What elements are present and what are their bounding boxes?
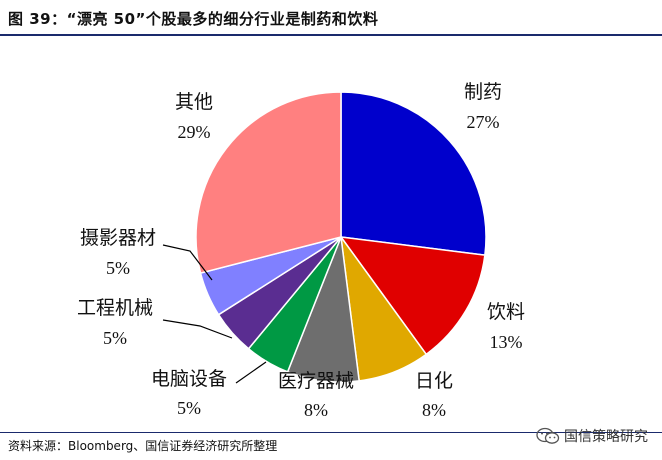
slice-label: 制药 xyxy=(464,81,502,103)
pie-slice xyxy=(195,91,342,274)
slice-percent-label: 13% xyxy=(490,332,523,352)
wechat-icon xyxy=(536,427,560,445)
slice-label: 工程机械 xyxy=(77,297,153,319)
slice-label: 日化 xyxy=(415,370,453,392)
slice-label: 医疗器械 xyxy=(278,370,354,392)
slice-percent-label: 8% xyxy=(304,400,328,420)
slice-label: 其他 xyxy=(175,91,213,113)
slice-label: 电脑设备 xyxy=(151,368,227,390)
leader-line xyxy=(235,361,267,384)
pie-chart: 制药 27% 饮料 13% 日化 8% 医疗器械 8% 电脑设备 5% 工程机械 5% 摄影器材 5% 其他… xyxy=(77,81,525,420)
slice-percent-label: 29% xyxy=(178,122,211,142)
slice-label: 饮料 xyxy=(487,301,525,323)
pie-slices xyxy=(195,91,487,383)
footer-rule xyxy=(0,432,662,433)
leader-line xyxy=(162,319,233,339)
slice-percent-label: 8% xyxy=(422,400,446,420)
slice-percent-label: 5% xyxy=(106,258,130,278)
title-rule xyxy=(0,34,662,36)
source-note: 资料来源：Bloomberg、国信证券经济研究所整理 xyxy=(8,439,278,453)
slice-percent-label: 5% xyxy=(177,398,201,418)
watermark-text: 国信策略研究 xyxy=(564,429,648,445)
pie-slice xyxy=(340,91,487,257)
figure-title: 图 39：“漂亮 50”个股最多的细分行业是制药和饮料 xyxy=(8,10,379,28)
leader-lines xyxy=(162,244,267,384)
slice-labels: 制药 27% 饮料 13% 日化 8% 医疗器械 8% 电脑设备 5% 工程机械 5% 摄影器材 5% 其他… xyxy=(77,81,525,420)
watermark: 国信策略研究 xyxy=(536,426,648,446)
pie-slice xyxy=(339,236,486,356)
slice-label: 摄影器材 xyxy=(80,227,156,249)
leader-line xyxy=(162,244,213,281)
slice-percent-label: 27% xyxy=(467,112,500,132)
slice-percent-label: 5% xyxy=(103,328,127,348)
